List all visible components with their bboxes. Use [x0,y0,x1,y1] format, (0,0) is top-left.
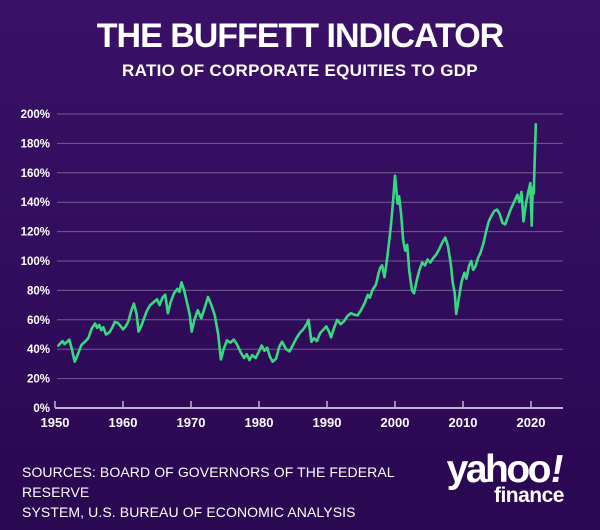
yahoo-finance-logo: yahoo! finance [446,448,568,507]
x-axis-tick-label: 2020 [517,415,546,430]
y-axis-tick-label: 140% [21,197,50,209]
finance-wordmark: finance [493,484,565,507]
y-axis-tick-label: 120% [21,227,50,239]
x-axis-tick-label: 2010 [449,415,478,430]
y-axis-tick-label: 180% [21,138,50,150]
page-title: THE BUFFETT INDICATOR [96,17,505,55]
y-axis-tick-label: 60% [27,315,50,327]
x-axis-tick-label: 1950 [41,415,70,430]
x-axis-tick-label: 1980 [245,415,274,430]
x-axis-tick-label: 1970 [177,415,206,430]
y-axis-tick-label: 0% [33,403,50,415]
y-axis-tick-label: 80% [27,285,50,297]
buffett-chart: 0% 20% 40% 60% 80% 100% 120% 140% 160% 180% 200% 19… [21,109,563,430]
y-axis-tick-label: 100% [21,256,50,268]
indicator-line [57,122,538,364]
yahoo-exclamation: ! [547,448,568,491]
y-axis-tick-label: 160% [21,168,50,180]
sources-note: SOURCES: BOARD OF GOVERNORS OF THE FEDER… [22,462,452,522]
y-axis-tick-label: 20% [27,374,50,386]
sources-line-2: SYSTEM, U.S. BUREAU OF ECONOMIC ANALYSIS [22,504,356,520]
x-axis-tick-label: 1960 [109,415,138,430]
page-subtitle: RATIO OF CORPORATE EQUITIES TO GDP [122,61,478,80]
y-axis-tick-label: 200% [21,109,50,121]
sources-line-1: SOURCES: BOARD OF GOVERNORS OF THE FEDER… [22,464,395,500]
chart-header: THE BUFFETT INDICATOR RATIO OF CORPORATE… [0,16,600,81]
x-axis-tick-label: 1990 [313,415,342,430]
y-axis-tick-label: 40% [27,344,50,356]
x-axis-tick-label: 2000 [381,415,410,430]
yahoo-wordmark: yahoo! [446,448,568,491]
